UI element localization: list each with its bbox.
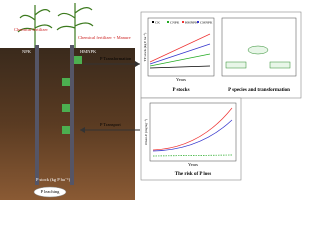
label: Chemical fertilizer	[14, 27, 48, 32]
species-shapes	[225, 45, 291, 69]
arrowhead	[135, 61, 140, 67]
axis-label: Years	[188, 162, 198, 167]
legend-marker	[152, 21, 154, 23]
legend-marker	[167, 21, 169, 23]
axis-label: Olsen-P (mg kg⁻¹)	[144, 118, 148, 145]
graphical-abstract: Chemical fertilizer Chemical fertilizer …	[0, 3, 302, 200]
leaching-badge	[33, 186, 67, 198]
label: NPK	[22, 49, 32, 54]
axis-label: Years	[176, 77, 186, 82]
mini-lines	[152, 107, 233, 157]
axis-label: TP stock (kg P ha⁻¹)	[143, 32, 147, 62]
probes	[35, 45, 82, 185]
arrow-label: P Transport	[100, 122, 121, 127]
label: P leaching	[41, 189, 60, 194]
plants	[17, 3, 94, 48]
mini-lines	[149, 33, 211, 69]
caption: P species and transformation	[228, 88, 290, 93]
arrowhead	[80, 127, 85, 133]
legend-label: HMNPK	[185, 20, 198, 24]
legend-label: CNPK	[170, 20, 180, 24]
legend-marker	[182, 21, 184, 23]
label: P stock (kg P ha⁻¹)	[36, 177, 71, 182]
soil	[0, 48, 135, 200]
legend-label: CMNPK	[200, 20, 213, 24]
mini-chart	[149, 102, 237, 162]
caption: The risk of P loss	[175, 172, 211, 177]
label: Chemical fertilizer + Manure	[78, 35, 131, 40]
arrow-label: P Transformation	[100, 56, 132, 61]
legend-marker	[197, 21, 199, 23]
legend-label: CK	[155, 20, 160, 24]
caption: P stocks	[172, 88, 189, 93]
label: HMNPK	[80, 49, 97, 54]
